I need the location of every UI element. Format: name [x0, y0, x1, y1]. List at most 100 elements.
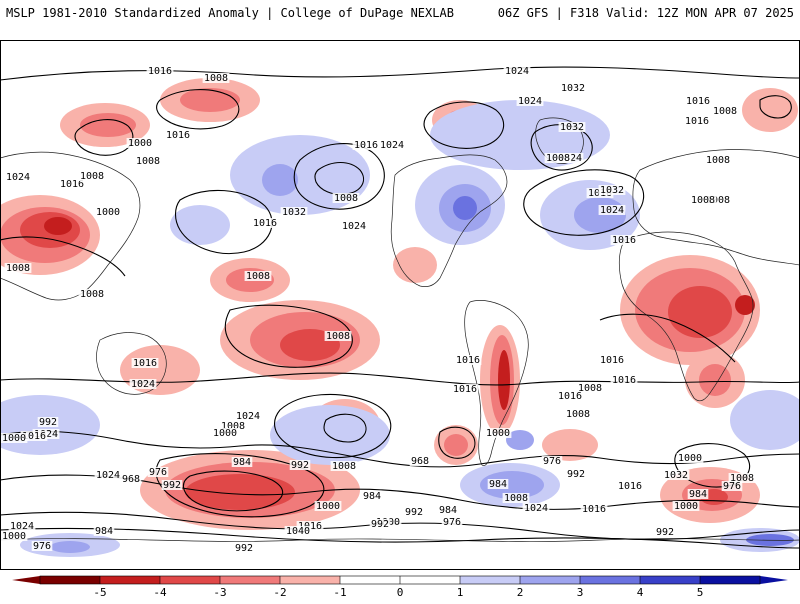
isobar-label: 1016 [456, 355, 480, 366]
isobar-label: 1016 [453, 384, 477, 395]
colorbar-bin [280, 576, 341, 584]
isobar-label: 1000 [96, 207, 120, 218]
colorbar-tick-label: -4 [153, 586, 167, 599]
isobar-label: 1000 [2, 531, 26, 542]
isobar-label-bg [654, 527, 676, 537]
isobar-label-bg [131, 358, 159, 368]
isobar [323, 413, 367, 443]
isobar-label-bg [564, 409, 592, 419]
isobar-label-bg [340, 221, 368, 231]
isobar-label-bg [516, 96, 544, 106]
isobar-label-bg [484, 428, 512, 438]
colorbar-tick-label: 5 [697, 586, 704, 599]
isobar-label-bg [58, 179, 86, 189]
isobar-label: 1024 [524, 503, 548, 514]
isobar-label: 1000 [674, 501, 698, 512]
isobar-label: 992 [39, 417, 57, 428]
isobar-label-bg [598, 205, 626, 215]
isobar-label-bg [31, 541, 53, 551]
isobar [74, 119, 134, 156]
colorbar-min-arrow [12, 576, 40, 584]
colorbar-bin [520, 576, 581, 584]
isobar-label: 1016 [685, 116, 709, 127]
isobar-label-bg [361, 491, 383, 501]
isobar-label-bg [134, 156, 162, 166]
isobar-label-bg [598, 355, 626, 365]
isobar-label: 1016 [686, 96, 710, 107]
isobar [0, 511, 800, 541]
isobar [423, 101, 505, 149]
isobar-label-bg [0, 433, 28, 443]
south-america-coast [464, 300, 529, 466]
isobar-label: 1008 [706, 155, 730, 166]
isobar-label: 1024 [10, 521, 34, 532]
isobar-label: 1008 [546, 153, 570, 164]
colorbar-svg: -5 -4 -3 -2 -1 0 1 2 3 4 5 [12, 575, 788, 599]
anomaly-map: 1016 1008 1024 1032 1024 1016 1008 1016 1000 1008… [0, 40, 800, 570]
isobar-label: 1024 [600, 205, 624, 216]
isobar [174, 189, 273, 255]
isobar-label-bg [234, 411, 262, 421]
isobar-label: 1008 [204, 73, 228, 84]
isobar-label: 1000 [213, 428, 237, 439]
isobar [523, 169, 645, 236]
isobar-label-bg [8, 521, 36, 531]
isobar-label: 1016 [133, 358, 157, 369]
isobar-label: 1016 [582, 504, 606, 515]
isobar-label-bg [146, 66, 174, 76]
isobar-label-bg [280, 207, 308, 217]
anomaly-region [498, 350, 510, 410]
isobar-label-bg [164, 130, 192, 140]
isobar-label-bg [704, 195, 732, 205]
isobar-label-bg [78, 171, 106, 181]
colorbar-max-arrow [760, 576, 788, 584]
isobar-label: 1024 [342, 221, 366, 232]
colorbar-bin [400, 576, 461, 584]
isobar-label: 1024 [6, 172, 30, 183]
anomaly-region [668, 286, 732, 338]
anomaly-region [393, 247, 437, 283]
isobar-label: 1032 [664, 470, 688, 481]
isobar-label-bg [231, 457, 253, 467]
isobar-label: 1016 [354, 140, 378, 151]
anomaly-region [80, 113, 136, 137]
isobar-label: 1024 [505, 66, 529, 77]
isobar-label: 992 [235, 543, 253, 554]
isobar-label: 1008 [246, 271, 270, 282]
isobar [0, 527, 800, 549]
isobar-label: 1000 [2, 433, 26, 444]
isobar-label: 1016 [253, 218, 277, 229]
isobar-label-bg [576, 383, 604, 393]
isobar-label-bg [503, 66, 531, 76]
isobar-label: 1024 [380, 140, 404, 151]
isobar-label: 992 [371, 519, 389, 530]
isobar-label: 1008 [6, 263, 30, 274]
isobar-label: 992 [567, 469, 585, 480]
anomaly-region [170, 205, 230, 245]
isobar-label: 984 [689, 489, 707, 500]
colorbar-tick-label: 4 [637, 586, 644, 599]
isobar [156, 89, 240, 130]
isobar-label: 1016 [612, 235, 636, 246]
isobar-label: 1008 [332, 461, 356, 472]
colorbar-tick-label: -2 [273, 586, 286, 599]
anomaly-region [50, 541, 90, 553]
isobar-label-bg [662, 470, 690, 480]
isobar-label: 984 [489, 479, 507, 490]
colorbar-ticks: -5 -4 -3 -2 -1 0 1 2 3 4 5 [93, 576, 703, 599]
isobar-label-bg [721, 481, 743, 491]
anomaly-region [180, 88, 240, 112]
isobar-label-bg [728, 473, 756, 483]
isobar-label-bg [610, 375, 638, 385]
isobar-label: 1016 [618, 481, 642, 492]
anomaly-region [480, 471, 544, 499]
isobar-label-bg [502, 493, 530, 503]
australia-coast [96, 332, 167, 395]
isobar [224, 304, 353, 368]
isobar-label: 968 [122, 474, 140, 485]
isobar-label: 976 [543, 456, 561, 467]
colorbar-tick-label: 0 [397, 586, 404, 599]
isobar-label-bg [233, 543, 255, 553]
isobar-label: 1016 [600, 355, 624, 366]
isobar-label: 1008 [730, 473, 754, 484]
